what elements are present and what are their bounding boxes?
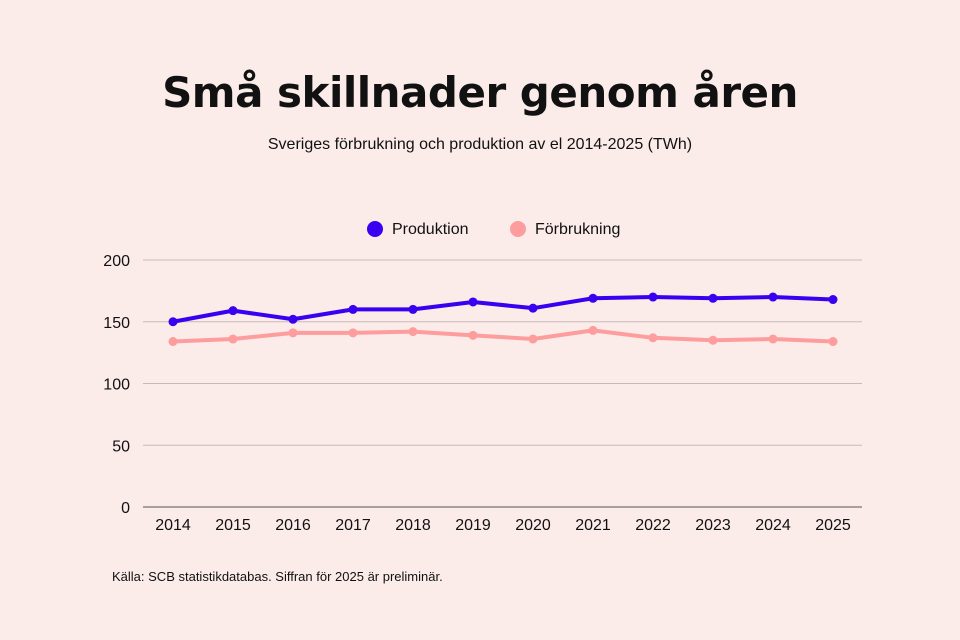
data-point (228, 306, 238, 316)
legend-marker (510, 221, 526, 237)
data-point (288, 328, 298, 338)
data-point (768, 292, 778, 302)
data-point (768, 334, 778, 344)
data-point (648, 333, 658, 343)
legend-label: Förbrukning (535, 221, 620, 238)
data-point (228, 334, 238, 344)
data-point (408, 304, 418, 314)
y-tick-label: 0 (121, 500, 130, 517)
data-point (408, 327, 418, 337)
data-point (528, 334, 538, 344)
data-point (468, 297, 478, 307)
chart-title: Små skillnader genom åren (162, 68, 798, 117)
y-tick-label: 50 (112, 438, 130, 455)
legend-marker (367, 221, 383, 237)
chart-subtitle: Sveriges förbrukning och produktion av e… (267, 136, 693, 153)
x-tick-label: 2024 (755, 517, 791, 534)
data-point (348, 328, 358, 338)
data-point (828, 295, 838, 305)
data-point (468, 330, 478, 340)
data-point (168, 317, 178, 327)
legend-label: Produktion (392, 221, 469, 238)
x-tick-label: 2017 (335, 517, 371, 534)
series-line-produktion (172, 295, 834, 324)
data-point (588, 325, 598, 335)
series-line-förbrukning (172, 328, 834, 344)
data-point (708, 293, 718, 303)
data-point (528, 303, 538, 313)
x-tick-label: 2018 (395, 517, 431, 534)
data-point (288, 314, 298, 324)
x-tick-label: 2020 (515, 517, 551, 534)
data-point (828, 337, 838, 347)
data-point (348, 304, 358, 314)
y-tick-label: 150 (103, 315, 130, 332)
x-tick-label: 2019 (455, 517, 491, 534)
data-point (168, 337, 178, 347)
data-point (708, 335, 718, 345)
source-note: Källa: SCB statistikdatabas. Siffran för… (112, 569, 443, 584)
x-tick-label: 2014 (155, 517, 191, 534)
y-tick-label: 200 (103, 253, 130, 270)
y-tick-label: 100 (103, 377, 130, 394)
x-tick-label: 2016 (275, 517, 311, 534)
data-point (648, 292, 658, 302)
x-tick-label: 2023 (695, 517, 731, 534)
x-tick-label: 2025 (815, 517, 851, 534)
x-tick-label: 2022 (635, 517, 671, 534)
data-point (588, 293, 598, 303)
x-tick-label: 2015 (215, 517, 251, 534)
x-tick-label: 2021 (575, 517, 611, 534)
